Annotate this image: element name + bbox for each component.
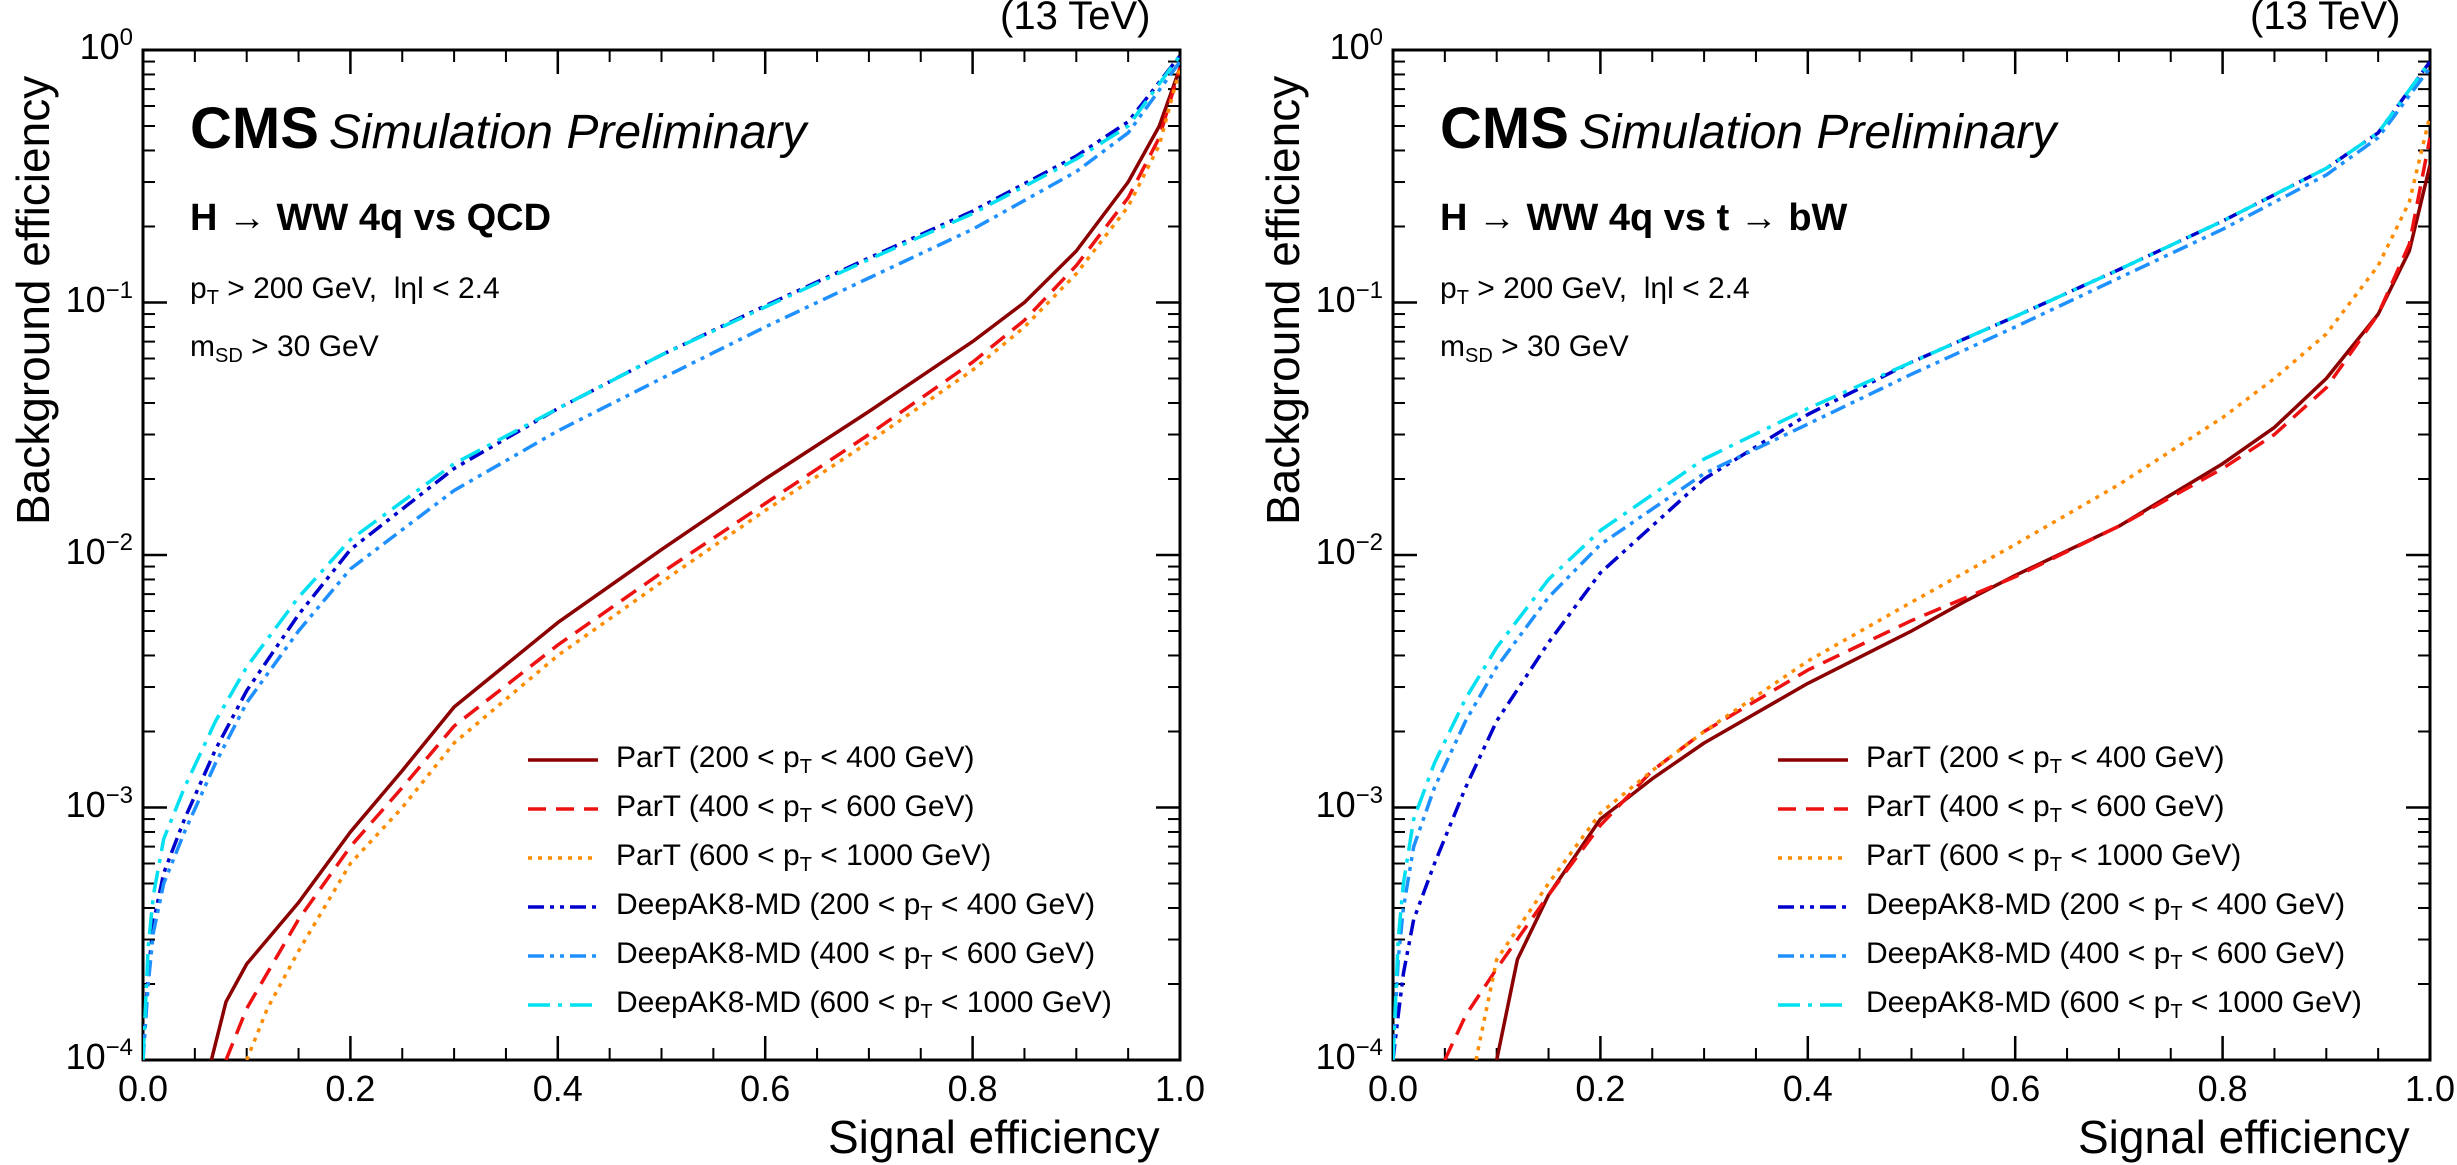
y-tick-label: 10−1 — [1315, 276, 1383, 320]
y-tick-label: 100 — [79, 24, 133, 67]
series-line-1 — [1443, 137, 2430, 1060]
legend-entry: DeepAK8-MD (600 < pT < 1000 GeV) — [528, 980, 1112, 1029]
legend: ParT (200 < pT < 400 GeV) ParT (400 < pT … — [1778, 735, 2362, 1029]
x-tick-label: 1.0 — [1154, 1068, 1206, 1109]
energy-label: (13 TeV) — [2250, 0, 2401, 38]
legend-entry: ParT (600 < pT < 1000 GeV) — [528, 833, 1112, 882]
x-tick-label: 0.8 — [2197, 1068, 2248, 1109]
legend-swatch — [528, 953, 598, 958]
x-axis-label: Signal efficiency — [2078, 1111, 2410, 1163]
cut-msd: mSD > 30 GeV — [190, 330, 379, 367]
legend-label: ParT (200 < pT < 400 GeV) — [1866, 740, 2225, 778]
status-label: Simulation Preliminary — [1578, 106, 2057, 159]
cms-label: CMS Simulation Preliminary — [1440, 100, 2056, 158]
legend-label: DeepAK8-MD (400 < pT < 600 GeV) — [616, 936, 1096, 974]
y-tick-label: 10−2 — [65, 529, 133, 572]
x-tick-label: 0.0 — [1367, 1068, 1419, 1109]
series-line-1 — [224, 67, 1180, 1060]
series-line-5 — [143, 54, 1180, 1060]
legend-entry: DeepAK8-MD (400 < pT < 600 GeV) — [528, 931, 1112, 980]
process-label: H → WW 4q vs QCD — [190, 197, 552, 239]
series-line-5 — [1393, 60, 2430, 1060]
y-tick-label: 10−3 — [1315, 781, 1383, 825]
legend-swatch — [1778, 953, 1848, 958]
x-tick-label: 0.6 — [1990, 1068, 2041, 1109]
series-line-0 — [209, 67, 1180, 1060]
cms-label: CMS Simulation Preliminary — [190, 100, 806, 158]
legend-label: ParT (600 < pT < 1000 GeV) — [616, 838, 992, 876]
cut-msd: mSD > 30 GeV — [1440, 330, 1629, 367]
y-tick-label: 10−3 — [65, 781, 133, 825]
chart-panel-qcd: (13 TeV) CMS Simulation Preliminary H → W… — [7, 0, 1206, 1163]
x-tick-label: 0.2 — [1575, 1068, 1626, 1109]
legend-swatch — [1778, 757, 1848, 762]
legend-entry: DeepAK8-MD (600 < pT < 1000 GeV) — [1778, 980, 2362, 1029]
legend-label: ParT (200 < pT < 400 GeV) — [616, 740, 975, 778]
legend-swatch — [528, 855, 598, 860]
legend-swatch — [528, 1002, 598, 1007]
legend-entry: ParT (400 < pT < 600 GeV) — [1778, 784, 2362, 833]
experiment-name: CMS — [1440, 96, 1569, 161]
process-label: H → WW 4q vs t → bW — [1440, 197, 1848, 239]
series-line-0 — [1494, 164, 2430, 1060]
legend-swatch — [528, 904, 598, 909]
y-tick-label: 10−4 — [65, 1034, 133, 1077]
x-tick-label: 0.6 — [740, 1068, 791, 1109]
x-tick-label: 0.0 — [117, 1068, 169, 1109]
plot-svg — [1391, 48, 2432, 1062]
legend-entry: DeepAK8-MD (200 < pT < 400 GeV) — [1778, 882, 2362, 931]
legend-label: ParT (400 < pT < 600 GeV) — [616, 789, 975, 827]
status-label: Simulation Preliminary — [328, 106, 807, 159]
legend-entry: DeepAK8-MD (400 < pT < 600 GeV) — [1778, 931, 2362, 980]
legend-entry: DeepAK8-MD (200 < pT < 400 GeV) — [528, 882, 1112, 931]
legend: ParT (200 < pT < 400 GeV) ParT (400 < pT … — [528, 735, 1112, 1029]
legend-entry: ParT (600 < pT < 1000 GeV) — [1778, 833, 2362, 882]
x-tick-label: 0.4 — [1782, 1068, 1833, 1109]
legend-entry: ParT (200 < pT < 400 GeV) — [1778, 735, 2362, 784]
legend-label: ParT (400 < pT < 600 GeV) — [1866, 789, 2225, 827]
legend-swatch — [1778, 1002, 1848, 1007]
legend-label: ParT (600 < pT < 1000 GeV) — [1866, 838, 2242, 876]
experiment-name: CMS — [190, 96, 319, 161]
legend-label: DeepAK8-MD (600 < pT < 1000 GeV) — [1866, 985, 2362, 1023]
legend-swatch — [528, 757, 598, 762]
legend-label: DeepAK8-MD (600 < pT < 1000 GeV) — [616, 985, 1112, 1023]
legend-entry: ParT (400 < pT < 600 GeV) — [528, 784, 1112, 833]
y-tick-label: 10−4 — [1315, 1034, 1383, 1077]
x-tick-label: 0.4 — [532, 1068, 583, 1109]
y-tick-label: 10−2 — [1315, 529, 1383, 572]
legend-label: DeepAK8-MD (200 < pT < 400 GeV) — [616, 887, 1096, 925]
series-line-4 — [143, 60, 1180, 1060]
cut-pt-eta: pT > 200 GeV, lηl < 2.4 — [190, 272, 500, 309]
legend-entry: ParT (200 < pT < 400 GeV) — [528, 735, 1112, 784]
legend-swatch — [528, 806, 598, 811]
series-line-3 — [143, 54, 1180, 1060]
energy-label: (13 TeV) — [1000, 0, 1151, 38]
legend-swatch — [1778, 904, 1848, 909]
series-line-3 — [1393, 60, 2430, 1060]
y-tick-label: 10−1 — [65, 276, 133, 320]
series-line-2 — [245, 67, 1180, 1060]
legend-label: DeepAK8-MD (400 < pT < 600 GeV) — [1866, 936, 2346, 974]
x-axis-label: Signal efficiency — [828, 1111, 1160, 1163]
y-axis-label: Background efficiency — [7, 75, 59, 525]
chart-panel-top: (13 TeV) CMS Simulation Preliminary H → W… — [1250, 0, 2457, 1165]
x-tick-label: 1.0 — [2404, 1068, 2456, 1109]
legend-label: DeepAK8-MD (200 < pT < 400 GeV) — [1866, 887, 2346, 925]
x-tick-label: 0.2 — [325, 1068, 376, 1109]
legend-swatch — [1778, 855, 1848, 860]
cut-pt-eta: pT > 200 GeV, lηl < 2.4 — [1440, 272, 1750, 309]
x-tick-label: 0.8 — [947, 1068, 998, 1109]
plot-svg — [141, 48, 1182, 1062]
y-tick-label: 100 — [1329, 24, 1383, 67]
series-line-4 — [1393, 66, 2430, 1060]
legend-swatch — [1778, 806, 1848, 811]
y-axis-label: Background efficiency — [1257, 75, 1309, 525]
